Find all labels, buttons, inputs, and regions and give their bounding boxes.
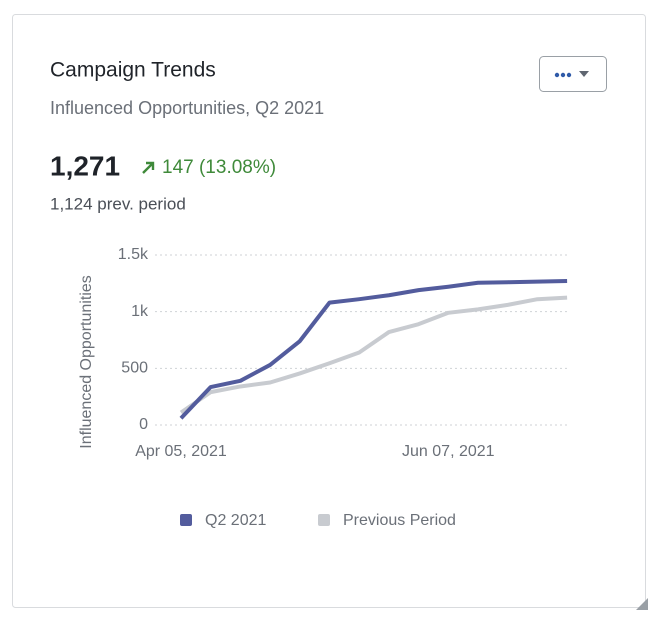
up-arrow [142, 161, 155, 174]
metric-change: 147 (13.08%) [162, 157, 276, 178]
metric-value: 1,271 [50, 150, 120, 181]
y-tick-label: 1.5k [118, 246, 149, 263]
x-tick-label: Apr 05, 2021 [135, 443, 227, 460]
plot: 0 500 1k 1.5k Apr 05, 2021 Jun 07, 2021 Q2 202… [118, 246, 570, 529]
legend-label[interactable]: Previous Period [343, 512, 456, 529]
legend-swatch [318, 514, 330, 526]
card-title: Campaign Trends [50, 59, 216, 82]
series-line [179, 295, 568, 415]
resize-handle[interactable] [636, 598, 648, 610]
legend-swatch [180, 514, 192, 526]
card-subtitle: Influenced Opportunities, Q2 2021 [50, 98, 324, 118]
y-tick-label: 0 [139, 416, 148, 433]
x-tick-label: Jun 07, 2021 [402, 443, 495, 460]
y-tick-label: 500 [121, 360, 148, 377]
card [12, 14, 646, 608]
previous-period: 1,124 prev. period [50, 194, 186, 213]
y-axis-title: Influenced Opportunities [78, 275, 95, 448]
menu-button[interactable] [539, 56, 607, 92]
y-tick-label: 1k [131, 303, 149, 320]
legend-label[interactable]: Q2 2021 [205, 512, 266, 529]
series-line [179, 278, 568, 420]
